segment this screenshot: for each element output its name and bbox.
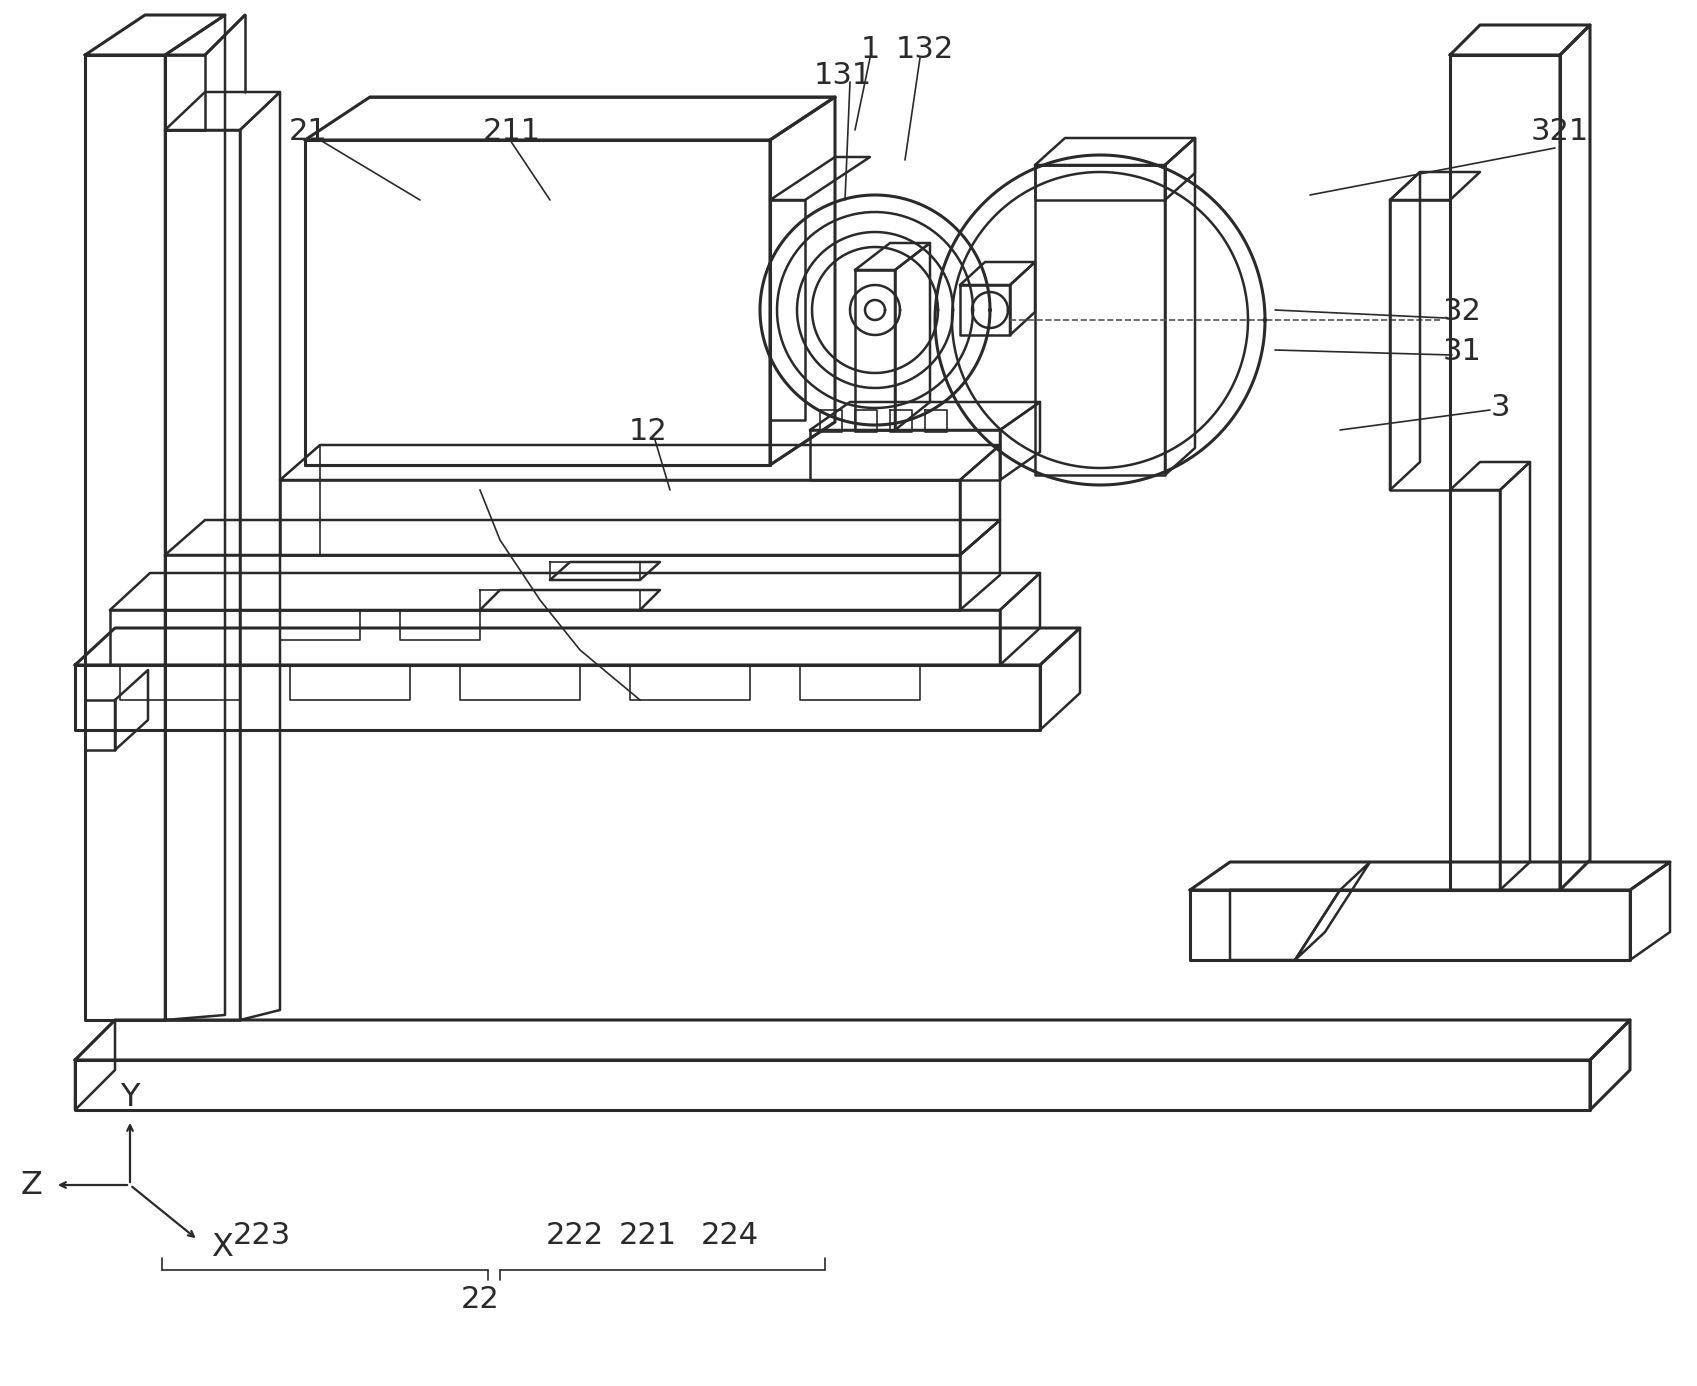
- Text: Y: Y: [120, 1081, 139, 1113]
- Text: 1: 1: [860, 36, 879, 65]
- Text: 321: 321: [1531, 118, 1588, 147]
- Text: Z: Z: [20, 1170, 42, 1200]
- Text: 22: 22: [460, 1285, 499, 1314]
- Text: 222: 222: [546, 1221, 604, 1250]
- Text: 211: 211: [484, 118, 541, 147]
- Text: 31: 31: [1442, 338, 1481, 366]
- Text: 131: 131: [815, 61, 872, 90]
- Text: X: X: [210, 1232, 232, 1263]
- Text: 32: 32: [1442, 298, 1481, 327]
- Text: 21: 21: [288, 118, 328, 147]
- Text: 221: 221: [619, 1221, 677, 1250]
- Text: 224: 224: [701, 1221, 759, 1250]
- Text: 132: 132: [896, 36, 954, 65]
- Text: 223: 223: [232, 1221, 292, 1250]
- Text: 12: 12: [628, 417, 667, 446]
- Text: 3: 3: [1490, 394, 1510, 423]
